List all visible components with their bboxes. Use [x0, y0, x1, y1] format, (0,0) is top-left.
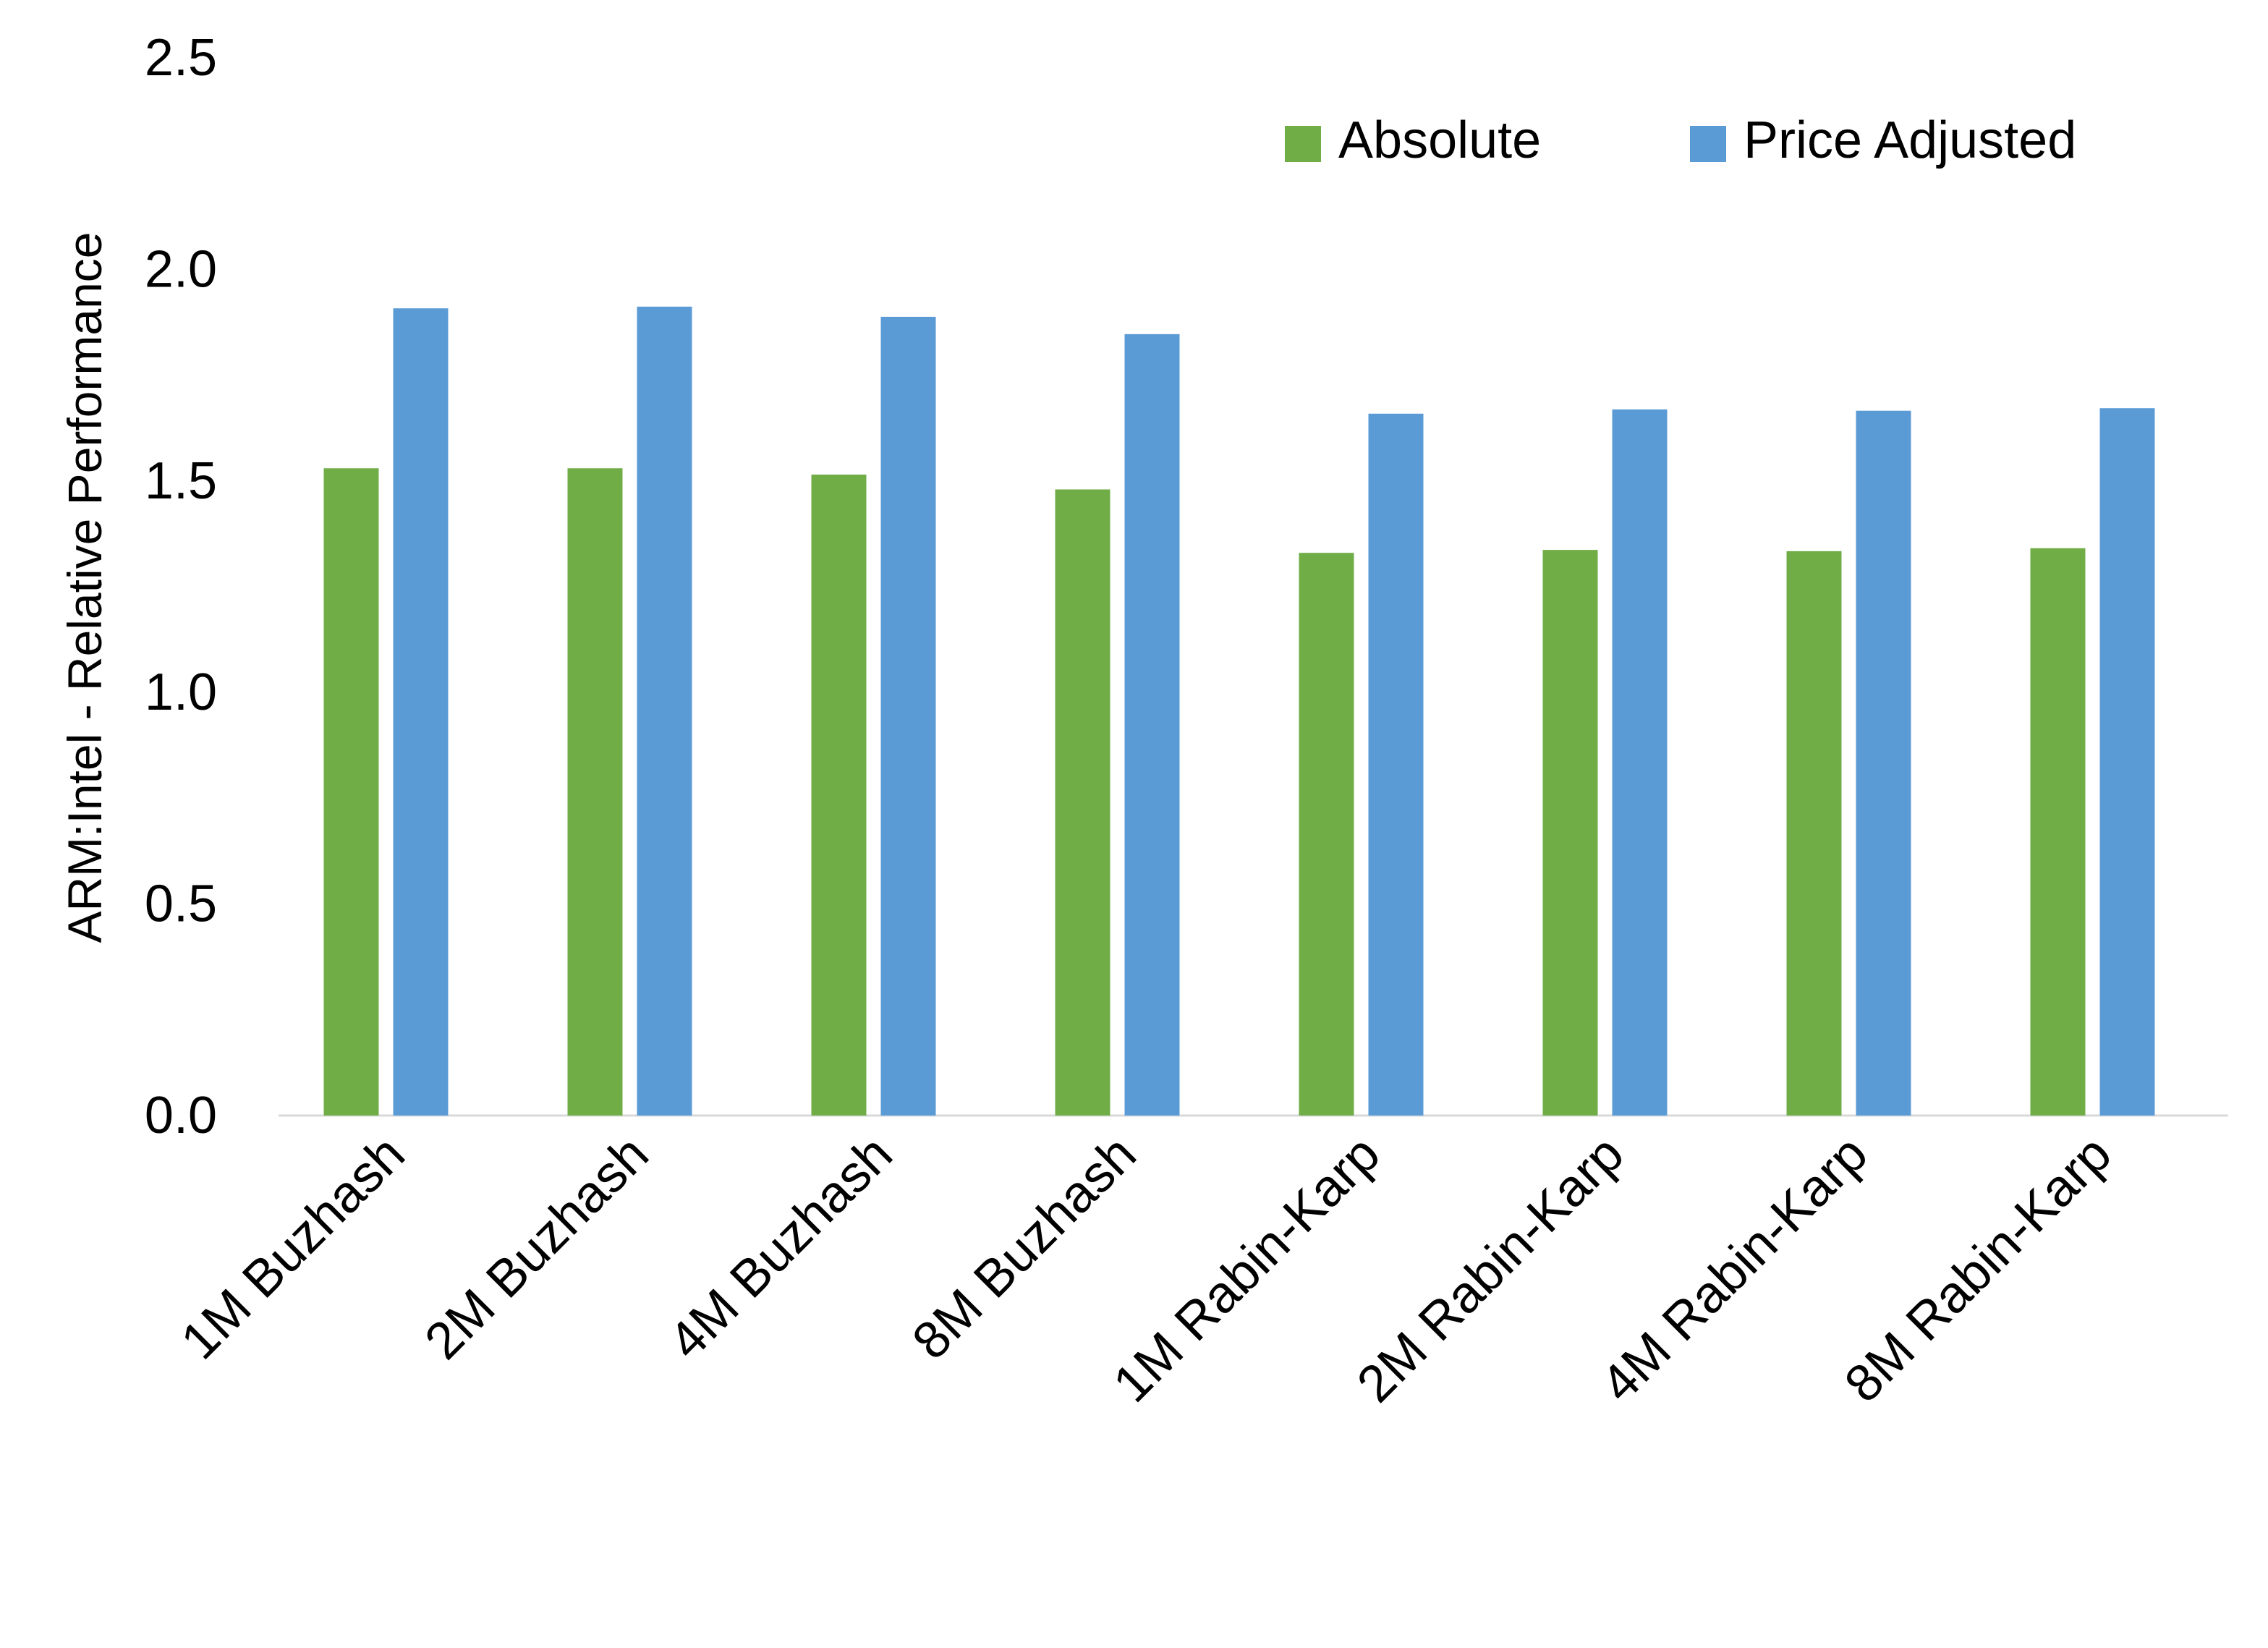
- bar-price-adjusted: [1368, 413, 1424, 1116]
- y-axis-ticks: 0.0 0.5 1.0 1.5 2.0 2.5: [145, 29, 217, 1144]
- y-tick-label: 2.5: [145, 29, 217, 87]
- bar-absolute: [2030, 548, 2086, 1116]
- bar-absolute: [323, 468, 379, 1116]
- x-tick-label: 8M Rabin-Karp: [1834, 1125, 2123, 1414]
- bar-absolute: [567, 468, 623, 1116]
- bar-absolute: [1786, 551, 1842, 1116]
- y-tick-label: 0.0: [145, 1087, 217, 1144]
- bar-price-adjusted: [1856, 410, 1911, 1116]
- bars: [323, 306, 2155, 1116]
- y-tick-label: 1.5: [145, 452, 217, 510]
- legend-label-absolute: Absolute: [1338, 111, 1541, 169]
- bar-absolute: [811, 475, 867, 1116]
- legend-label-price-adjusted: Price Adjusted: [1744, 111, 2076, 169]
- y-tick-label: 0.5: [145, 875, 217, 933]
- bar-price-adjusted: [2099, 408, 2155, 1116]
- legend-swatch-absolute: [1285, 126, 1321, 162]
- x-tick-label: 2M Buzhash: [414, 1125, 660, 1371]
- y-axis-label: ARM:Intel - Relative Performance: [58, 232, 111, 943]
- bar-price-adjusted: [880, 316, 936, 1116]
- x-tick-label: 4M Buzhash: [658, 1125, 904, 1371]
- bar-absolute: [1299, 553, 1354, 1116]
- bar-price-adjusted: [1124, 334, 1180, 1116]
- x-tick-label: 1M Buzhash: [170, 1125, 416, 1371]
- y-tick-label: 1.0: [145, 663, 217, 721]
- legend: Absolute Price Adjusted: [1285, 111, 2076, 169]
- legend-swatch-price-adjusted: [1690, 126, 1726, 162]
- x-tick-label: 8M Buzhash: [901, 1125, 1147, 1371]
- bar-absolute: [1055, 489, 1110, 1116]
- bar-absolute: [1542, 550, 1598, 1116]
- bar-price-adjusted: [393, 308, 449, 1116]
- y-tick-label: 2.0: [145, 240, 217, 298]
- bar-price-adjusted: [637, 306, 692, 1116]
- bar-price-adjusted: [1612, 409, 1668, 1116]
